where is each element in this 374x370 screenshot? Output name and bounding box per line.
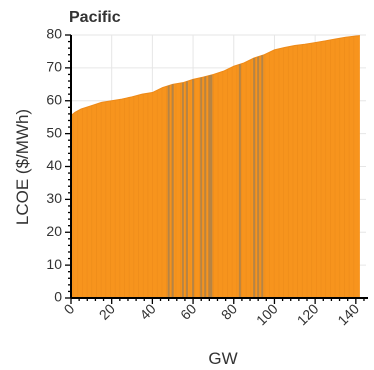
x-tick-label: 100 xyxy=(253,300,281,328)
x-axis-label: GW xyxy=(208,349,237,368)
series-dark-band xyxy=(204,76,207,298)
x-tick-label: 40 xyxy=(136,300,158,322)
series-dark-band xyxy=(238,64,241,298)
y-axis-label: LCOE ($/MWh) xyxy=(13,109,32,225)
x-tick-label: 0 xyxy=(61,300,78,317)
y-tick-label: 60 xyxy=(46,91,62,107)
x-tick-label: 20 xyxy=(96,300,118,322)
series-dark-band xyxy=(192,79,195,298)
y-tick-label: 40 xyxy=(46,157,62,173)
y-tick-label: 20 xyxy=(46,223,62,239)
y-tick-label: 50 xyxy=(46,124,62,140)
x-tick-label: 120 xyxy=(294,300,322,328)
series-dark-band xyxy=(257,56,260,299)
y-tick-label: 0 xyxy=(54,289,62,305)
x-tick-label: 80 xyxy=(218,300,240,322)
series-dark-band xyxy=(253,58,256,299)
series-dark-band xyxy=(210,74,213,298)
x-axis: 0 20 40 60 80 100 120 140 xyxy=(61,298,365,328)
series-dark-band xyxy=(171,84,174,298)
y-tick-label: 70 xyxy=(46,59,62,75)
series-dark-band xyxy=(208,75,211,298)
x-tick-label: 60 xyxy=(177,300,199,322)
y-tick-label: 30 xyxy=(46,190,62,206)
series-bands xyxy=(72,36,355,299)
y-tick-label: 80 xyxy=(46,26,62,42)
series-dark-band xyxy=(200,77,203,298)
series-dark-band xyxy=(185,81,188,298)
chart-title: Pacific xyxy=(69,9,121,26)
series-dark-band xyxy=(261,55,264,298)
series-dark-band xyxy=(181,82,184,298)
x-tick-label: 140 xyxy=(334,300,362,328)
series-dark-band xyxy=(167,85,170,298)
y-tick-label: 10 xyxy=(46,256,62,272)
y-axis: 0 10 20 30 40 50 60 70 80 xyxy=(46,26,71,305)
